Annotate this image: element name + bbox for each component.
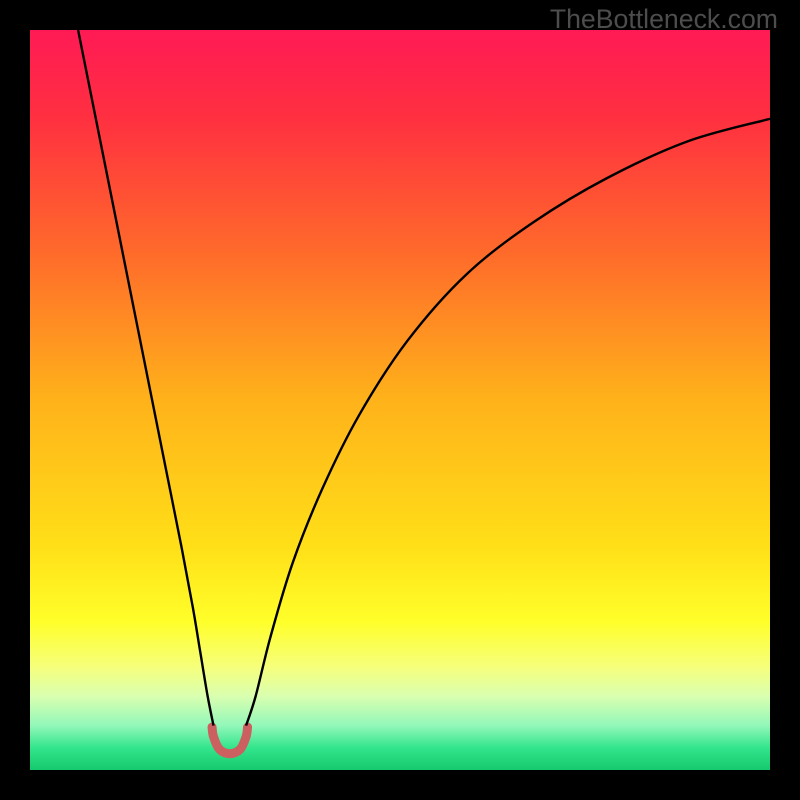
watermark-text: TheBottleneck.com bbox=[550, 4, 778, 35]
gradient-background bbox=[30, 30, 770, 770]
plot-area bbox=[30, 30, 770, 770]
chart-frame: TheBottleneck.com bbox=[0, 0, 800, 800]
